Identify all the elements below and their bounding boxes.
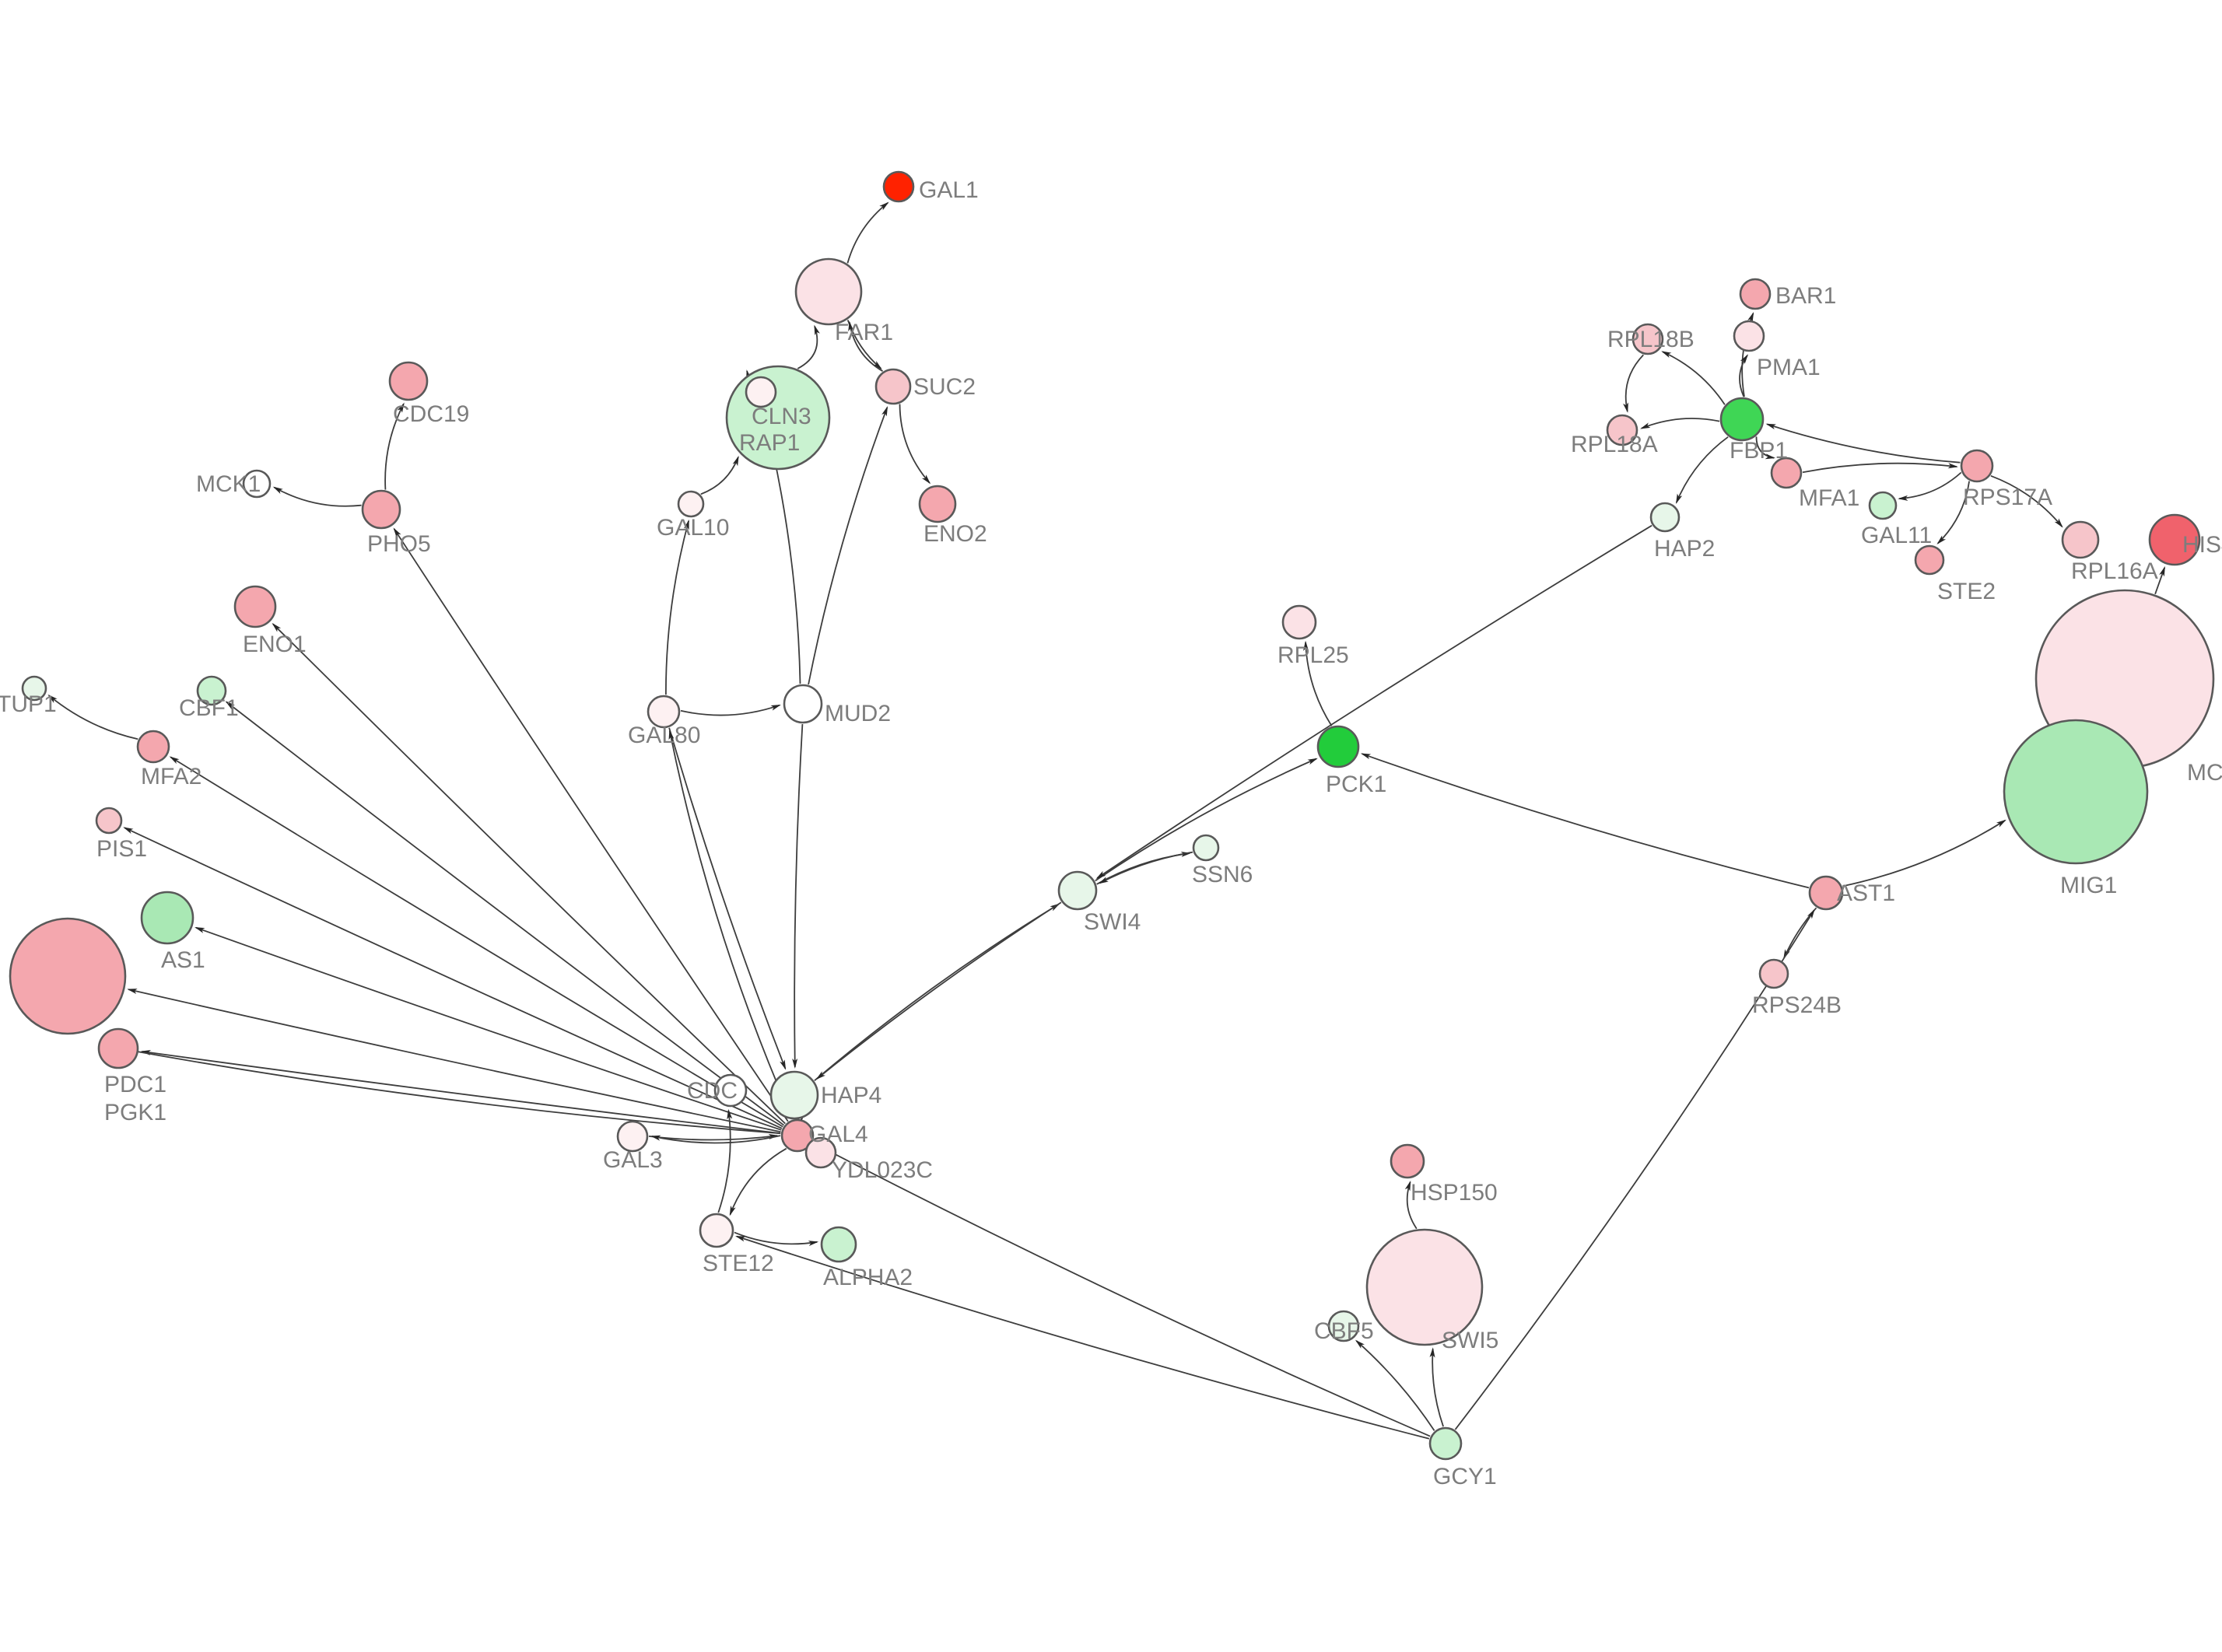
svg-text:SSN6: SSN6 [1192, 862, 1253, 887]
svg-text:MFA2: MFA2 [141, 764, 202, 789]
svg-text:RPL16A: RPL16A [2071, 558, 2158, 584]
svg-text:HSP150: HSP150 [1411, 1180, 1498, 1206]
svg-text:AS1: AS1 [161, 947, 205, 973]
svg-text:MUD2: MUD2 [825, 701, 891, 726]
svg-text:PMA1: PMA1 [1757, 355, 1821, 380]
svg-text:RAP1: RAP1 [739, 430, 800, 456]
svg-text:HAP4: HAP4 [821, 1083, 881, 1108]
svg-text:CDC: CDC [687, 1078, 738, 1104]
svg-text:FAR1: FAR1 [835, 320, 893, 345]
svg-text:TUP1: TUP1 [0, 691, 57, 717]
svg-text:PDC1: PDC1 [104, 1072, 166, 1097]
svg-text:YDL023C: YDL023C [832, 1157, 933, 1183]
svg-text:MIG1: MIG1 [2060, 873, 2117, 898]
svg-text:RPL18B: RPL18B [1607, 327, 1695, 352]
svg-text:HIS4: HIS4 [2182, 532, 2222, 558]
svg-text:BAR1: BAR1 [1775, 283, 1836, 309]
svg-text:PCK1: PCK1 [1326, 772, 1386, 797]
svg-text:CDC19: CDC19 [393, 401, 469, 427]
svg-text:RPS17A: RPS17A [1963, 485, 2052, 510]
svg-text:MCK1: MCK1 [196, 471, 261, 497]
svg-text:CBF5: CBF5 [1314, 1318, 1374, 1344]
svg-text:MFA1: MFA1 [1799, 485, 1859, 511]
svg-text:HAP2: HAP2 [1654, 536, 1715, 562]
svg-text:GAL1: GAL1 [919, 177, 979, 203]
svg-text:GAL3: GAL3 [603, 1147, 663, 1173]
svg-text:SWI4: SWI4 [1084, 909, 1141, 935]
svg-text:STE12: STE12 [703, 1251, 774, 1276]
svg-text:ENO2: ENO2 [923, 521, 987, 547]
svg-text:RPS24B: RPS24B [1752, 992, 1842, 1018]
svg-text:MCM1: MCM1 [2187, 760, 2222, 786]
svg-text:SUC2: SUC2 [913, 374, 976, 400]
svg-text:AST1: AST1 [1837, 880, 1895, 906]
svg-text:GCY1: GCY1 [1433, 1464, 1497, 1489]
svg-text:SWI5: SWI5 [1442, 1328, 1498, 1353]
svg-text:GAL4: GAL4 [808, 1122, 868, 1147]
svg-text:CLN3: CLN3 [752, 404, 811, 429]
svg-text:GAL11: GAL11 [1861, 523, 1932, 548]
svg-text:RPL18A: RPL18A [1571, 432, 1658, 457]
svg-text:ENO1: ENO1 [243, 632, 307, 657]
svg-text:PGK1: PGK1 [104, 1100, 166, 1125]
svg-text:RPL25: RPL25 [1277, 642, 1349, 668]
svg-text:GAL80: GAL80 [628, 723, 700, 748]
svg-text:ALPHA2: ALPHA2 [823, 1265, 913, 1290]
svg-text:STE2: STE2 [1937, 579, 1996, 604]
svg-text:GAL10: GAL10 [657, 515, 729, 541]
svg-text:PHO5: PHO5 [367, 531, 431, 557]
svg-text:PIS1: PIS1 [96, 836, 147, 862]
svg-text:CBF1: CBF1 [179, 695, 239, 721]
svg-text:FBP1: FBP1 [1730, 438, 1788, 464]
